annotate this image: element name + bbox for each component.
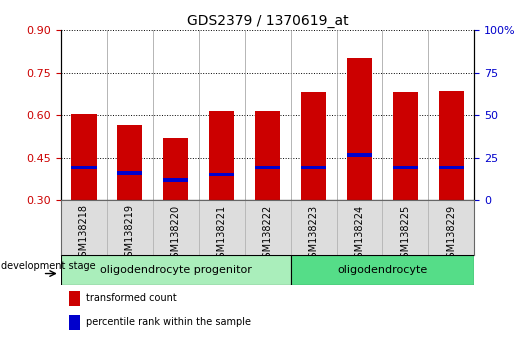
Bar [71,114,96,200]
Title: GDS2379 / 1370619_at: GDS2379 / 1370619_at [187,14,348,28]
Text: development stage: development stage [1,261,96,271]
Bar [163,138,189,200]
Bar [255,111,280,200]
Text: GSM138221: GSM138221 [217,204,227,263]
Bar [209,173,234,176]
Text: GSM138225: GSM138225 [401,204,410,264]
Text: oligodendrocyte progenitor: oligodendrocyte progenitor [100,265,252,275]
Bar [290,255,474,285]
Text: GSM138220: GSM138220 [171,204,181,263]
Bar [163,178,189,182]
Bar [209,111,234,200]
Bar [301,166,326,169]
Bar [255,166,280,169]
Bar [117,171,143,175]
Bar [393,92,418,200]
Bar [69,315,80,330]
Bar [347,58,372,200]
Text: GSM138229: GSM138229 [446,204,456,263]
Text: GSM138218: GSM138218 [79,204,89,263]
Bar [61,255,290,285]
Bar [69,291,80,306]
Text: oligodendrocyte: oligodendrocyte [338,265,428,275]
Text: GSM138219: GSM138219 [125,204,135,263]
Text: percentile rank within the sample: percentile rank within the sample [86,317,251,327]
Bar [439,91,464,200]
Bar [347,153,372,156]
Bar [71,166,96,169]
Text: GSM138223: GSM138223 [308,204,319,263]
Text: transformed count: transformed count [86,293,176,303]
Bar [117,125,143,200]
Bar [393,166,418,169]
Text: GSM138222: GSM138222 [263,204,272,264]
Bar [439,166,464,169]
Bar [301,92,326,200]
Text: GSM138224: GSM138224 [355,204,365,263]
